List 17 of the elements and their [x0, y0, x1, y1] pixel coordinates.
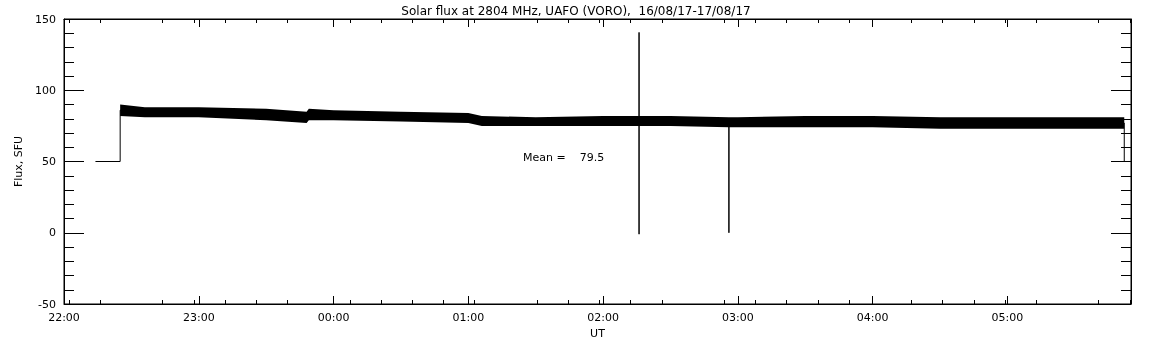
- y-tick-label: 50: [42, 155, 56, 168]
- chart-title: Solar flux at 2804 MHz, UAFO (VORO), 16/08/17-17/08/17: [401, 4, 751, 18]
- x-tick-label: 04:00: [856, 311, 889, 324]
- x-axis-title: UT: [590, 326, 606, 340]
- x-tick-label: 01:00: [452, 311, 485, 324]
- x-tick-label: 22:00: [48, 311, 80, 324]
- x-tick-label: 03:00: [722, 311, 754, 324]
- x-tick-label: 05:00: [991, 311, 1024, 324]
- x-tick-label: 23:00: [182, 311, 215, 324]
- x-tick-label: 00:00: [317, 311, 350, 324]
- y-tick-label: 0: [49, 226, 56, 240]
- y-axis-title: Flux, SFU: [12, 135, 25, 188]
- annotation: Mean = 79.5: [523, 151, 605, 164]
- x-tick-label: 02:00: [587, 311, 619, 324]
- y-tick-label: 150: [35, 12, 56, 26]
- y-tick-label: 100: [35, 83, 56, 97]
- y-tick-label: -50: [38, 297, 56, 311]
